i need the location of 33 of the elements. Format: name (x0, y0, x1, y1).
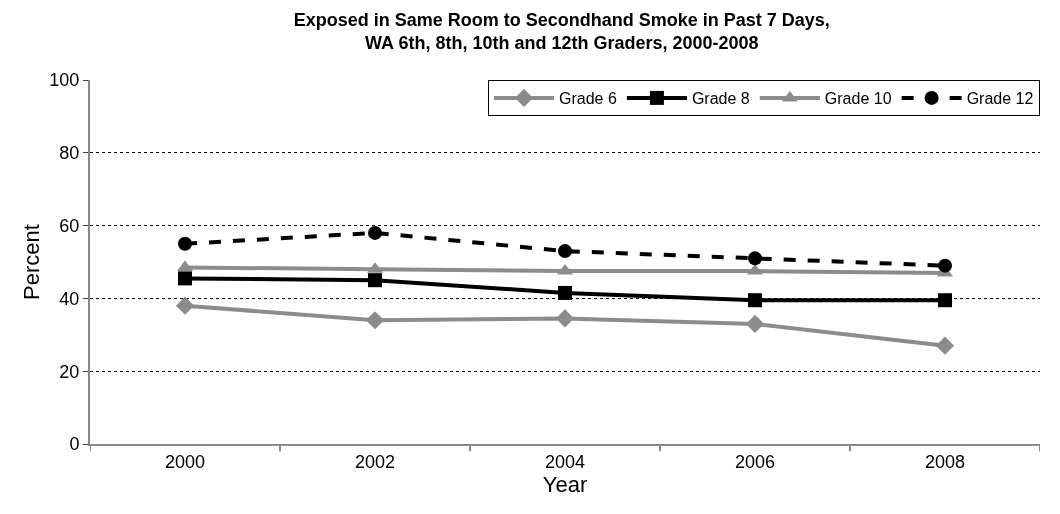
point (748, 293, 762, 308)
point (558, 285, 572, 300)
point (745, 314, 765, 333)
chart-title: Exposed in Same Room to Secondhand Smoke in Past 7 Days, WA 6th, 8th, 10th and 12th Graders, 2000-2008 (293, 9, 830, 54)
point (935, 336, 955, 355)
x-tick-label: 2000 (164, 451, 206, 472)
legend-label: Grade 6 (559, 90, 617, 108)
point (178, 271, 192, 286)
legend-label: Grade 12 (966, 90, 1034, 108)
point (555, 309, 575, 328)
point (365, 311, 385, 330)
point (178, 236, 192, 251)
x-tick-label: 2008 (924, 451, 966, 472)
x-axis-title: Year (542, 471, 588, 497)
y-tick-label: 20 (59, 361, 80, 382)
x-tick-label: 2006 (734, 451, 776, 472)
point (558, 244, 572, 259)
point (175, 296, 195, 315)
y-tick-label: 0 (69, 434, 80, 455)
legend-label: Grade 8 (691, 90, 750, 108)
point (938, 293, 952, 308)
point (368, 273, 382, 288)
legend-label: Grade 10 (824, 90, 892, 108)
y-tick-label: 40 (59, 288, 80, 309)
point (748, 251, 762, 266)
point (938, 258, 952, 273)
y-tick-label: 80 (59, 143, 80, 164)
point (368, 225, 382, 240)
y-tick-label: 60 (59, 215, 80, 236)
x-tick-label: 2004 (544, 451, 586, 472)
y-tick-label: 100 (49, 70, 80, 91)
x-tick-label: 2002 (354, 451, 396, 472)
y-axis-title: Percent (18, 224, 44, 300)
